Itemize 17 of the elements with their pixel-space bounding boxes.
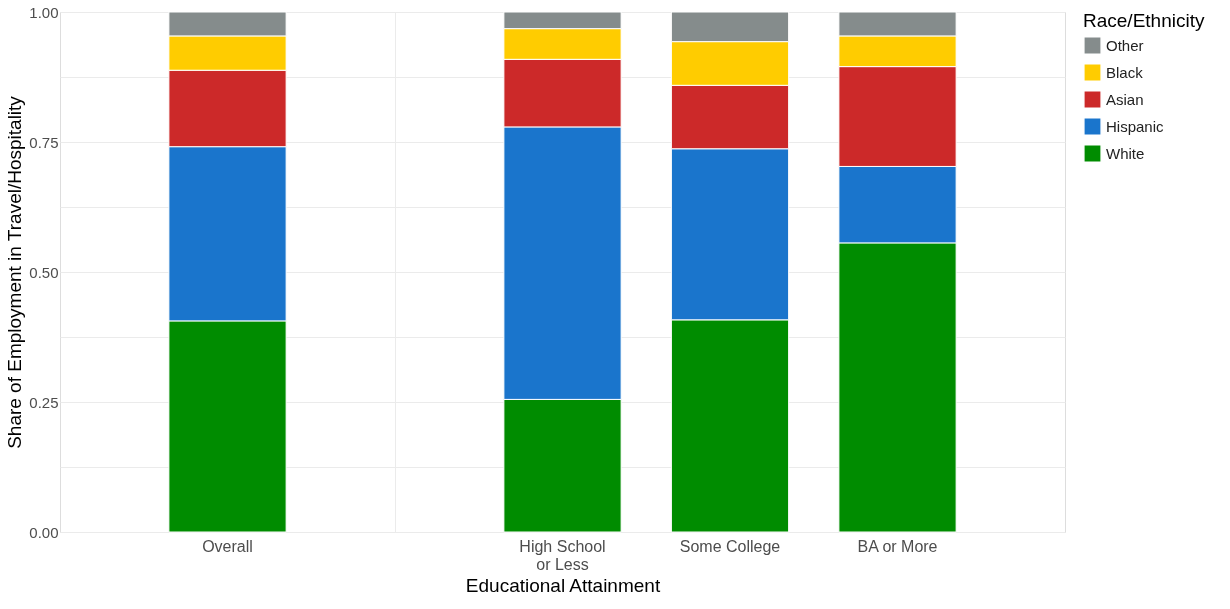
legend-label: Asian xyxy=(1106,90,1144,108)
legend-label: White xyxy=(1106,144,1145,162)
legend-title: Race/Ethnicity xyxy=(1083,10,1205,31)
y-tick-label: 0.25 xyxy=(29,393,59,411)
y-tick-label: 0.00 xyxy=(29,523,59,541)
y-tick-label: 1.00 xyxy=(29,3,59,21)
y-axis-title: Share of Employment in Travel/Hospitality xyxy=(4,95,26,449)
x-tick-label: High School or Less xyxy=(519,537,606,573)
legend-label: Black xyxy=(1106,63,1144,81)
x-tick-label: BA or More xyxy=(857,537,938,555)
x-tick-label: Some College xyxy=(679,537,781,555)
y-tick-label: 0.75 xyxy=(29,133,59,151)
x-axis-title: Educational Attainment xyxy=(465,574,661,596)
x-tick-label: Overall xyxy=(202,537,253,555)
legend-label: Hispanic xyxy=(1106,117,1165,135)
legend-label: Other xyxy=(1106,36,1144,54)
y-tick-label: 0.50 xyxy=(29,263,59,281)
